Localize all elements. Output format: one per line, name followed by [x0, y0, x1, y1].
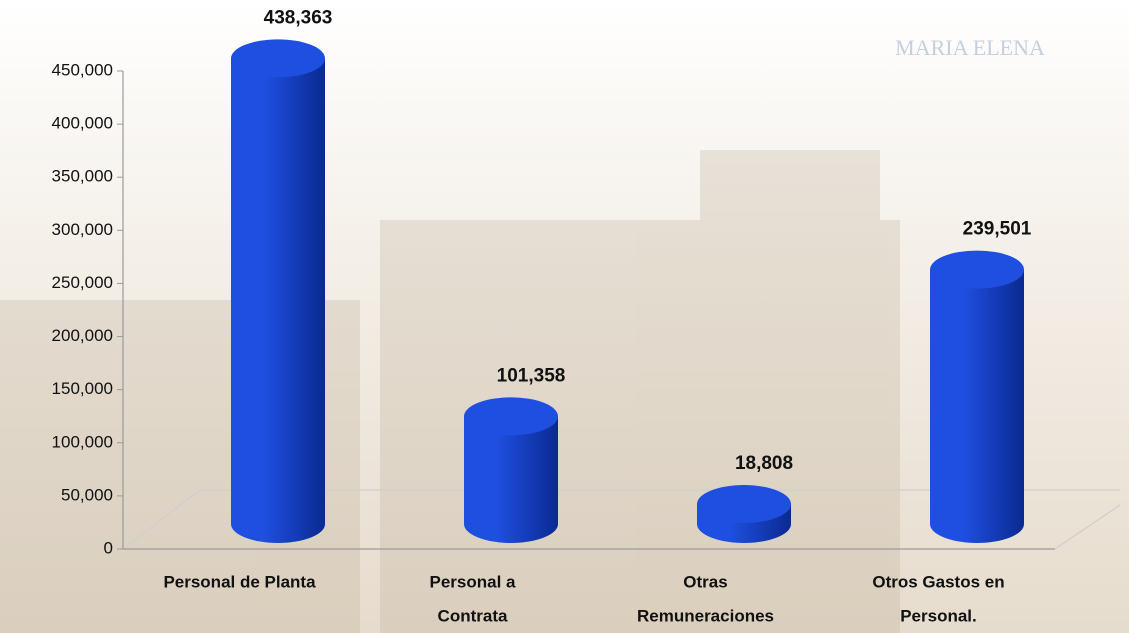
y-tick-label: 100,000: [52, 432, 113, 451]
y-tick-label: 50,000: [61, 485, 113, 504]
y-tick-label: 350,000: [52, 167, 113, 186]
bar: [464, 397, 558, 543]
cylinder-body: [930, 269, 1024, 543]
bar: [231, 39, 325, 543]
bar: [930, 250, 1024, 543]
x-tick-label: Personal a: [430, 572, 517, 591]
value-label: 239,501: [963, 219, 1032, 240]
y-tick-label: 150,000: [52, 379, 113, 398]
watermark: MARIA ELENA: [895, 35, 1045, 60]
value-label: 18,808: [735, 453, 793, 474]
y-tick-label: 200,000: [52, 326, 113, 345]
value-label: 438,363: [264, 7, 333, 28]
y-tick-label: 0: [104, 538, 113, 557]
cylinder-body: [231, 58, 325, 543]
cylinder-top: [464, 397, 558, 436]
y-tick-label: 300,000: [52, 220, 113, 239]
x-tick-label: Remuneraciones: [637, 606, 774, 625]
cylinder-top: [930, 250, 1024, 289]
x-tick-label: Personal de Planta: [163, 572, 316, 591]
value-label: 101,358: [497, 365, 566, 386]
x-tick-label: Otras: [683, 572, 727, 591]
cylinder-top: [697, 485, 791, 524]
x-tick-label: Personal.: [900, 606, 977, 625]
y-tick-label: 450,000: [52, 60, 113, 79]
x-tick-label: Contrata: [438, 606, 508, 625]
cylinder-top: [231, 39, 325, 78]
bar: [697, 485, 791, 543]
cylinder-body: [464, 416, 558, 543]
y-tick-label: 400,000: [52, 114, 113, 133]
x-tick-label: Otros Gastos en: [872, 572, 1004, 591]
y-tick-label: 250,000: [52, 273, 113, 292]
